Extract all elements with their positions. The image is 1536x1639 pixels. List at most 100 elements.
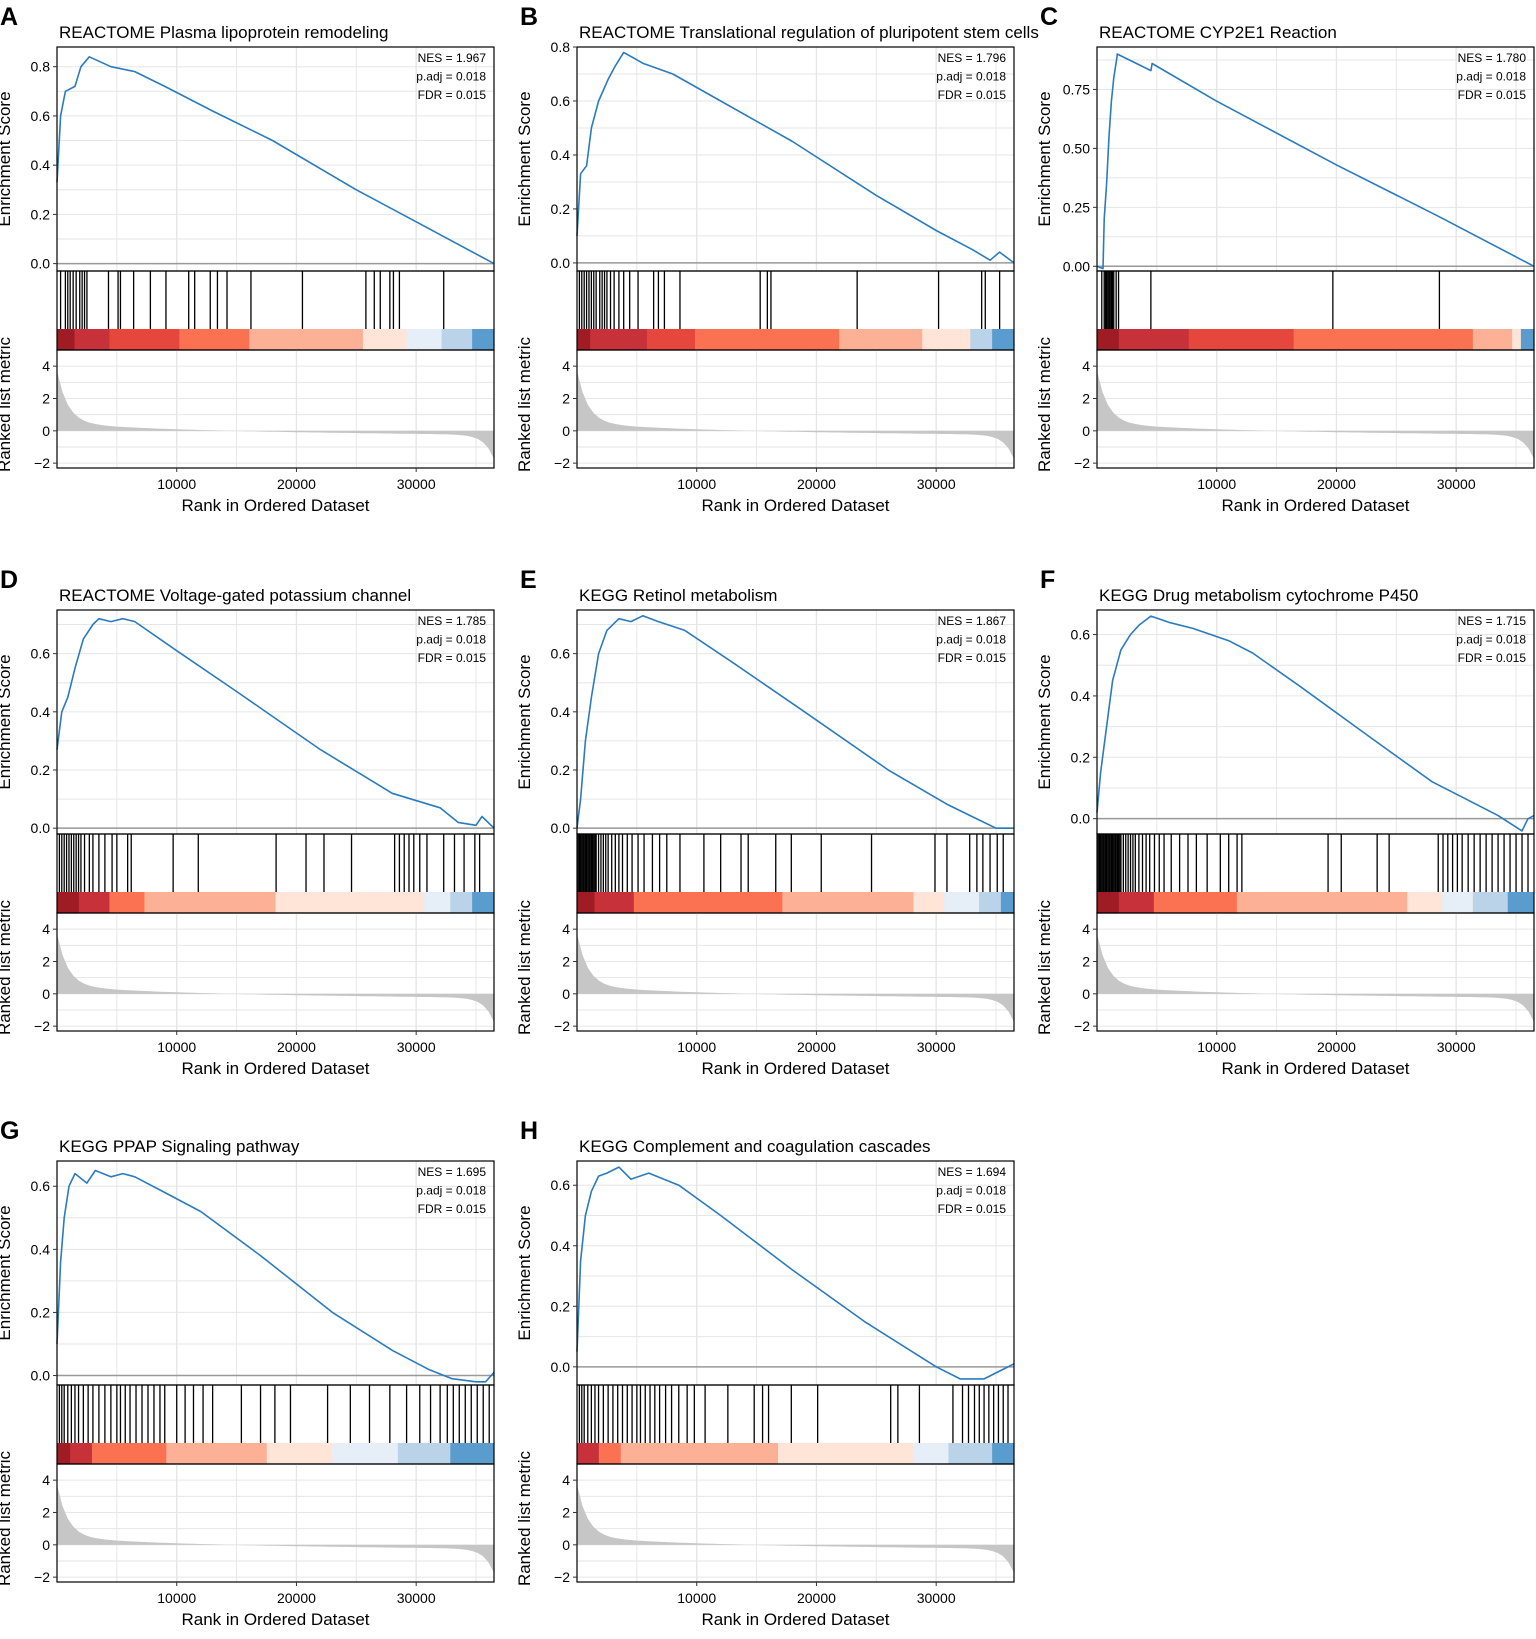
es-ytick-label: 0.6 <box>31 108 51 124</box>
panel-c: C REACTOME CYP2E1 Reaction 0.00 0.25 0.50 0.7… <box>1035 3 1535 515</box>
metric-grid <box>57 1464 494 1582</box>
es-ytick-label: 0.6 <box>551 93 571 109</box>
metric-ytick-label: −2 <box>554 1018 570 1034</box>
x-axis-label: Rank in Ordered Dataset <box>181 1610 369 1629</box>
xtick-label: 10000 <box>1197 1039 1236 1055</box>
xtick-label: 10000 <box>157 476 196 492</box>
color-segment <box>1472 329 1513 350</box>
es-ylabel: Enrichment Score <box>0 1205 14 1340</box>
es-ytick-label: 0.6 <box>31 1178 51 1194</box>
hit-bars <box>578 271 1001 329</box>
metric-ytick-label: 0 <box>1082 423 1090 439</box>
stat-line: NES = 1.695 <box>418 1165 487 1179</box>
panel-title: REACTOME CYP2E1 Reaction <box>1099 23 1337 42</box>
color-segment <box>1236 892 1408 913</box>
es-ylabel: Enrichment Score <box>0 91 14 226</box>
metric-ytick-label: 4 <box>562 358 570 374</box>
panel-title: KEGG Drug metabolism cytochrome P450 <box>1099 586 1418 605</box>
color-segment <box>1118 329 1190 350</box>
xtick-label: 20000 <box>277 1039 316 1055</box>
metric-ytick-label: −2 <box>1074 1018 1090 1034</box>
metric-grid <box>57 913 494 1031</box>
color-segment <box>275 892 425 913</box>
color-segment <box>944 892 980 913</box>
metric-ytick-label: 4 <box>1082 921 1090 937</box>
es-grid <box>577 610 1014 834</box>
xtick-label: 10000 <box>677 1590 716 1606</box>
color-segment <box>992 329 1015 350</box>
metric-ytick-label: 0 <box>562 986 570 1002</box>
metric-ytick-label: 2 <box>1082 390 1090 406</box>
color-segment <box>694 329 840 350</box>
xtick-label: 30000 <box>397 1590 436 1606</box>
stat-line: FDR = 0.015 <box>418 1202 487 1216</box>
x-axis-label: Rank in Ordered Dataset <box>701 496 889 515</box>
color-segment <box>166 1443 268 1464</box>
color-segment <box>1407 892 1443 913</box>
enrichment-curve <box>576 614 1014 830</box>
color-segment <box>1442 892 1474 913</box>
stat-line: FDR = 0.015 <box>418 88 487 102</box>
color-segment <box>590 329 648 350</box>
color-segment <box>594 892 635 913</box>
enrichment-curve <box>56 617 495 829</box>
metric-ytick-label: 2 <box>42 1504 50 1520</box>
panel-label: B <box>520 3 538 31</box>
color-segment <box>1153 892 1238 913</box>
color-segment <box>441 329 473 350</box>
xtick-label: 20000 <box>1317 476 1356 492</box>
color-segment <box>70 1443 93 1464</box>
x-axis-label: Rank in Ordered Dataset <box>1221 496 1409 515</box>
metric-ylabel: Ranked list metric <box>515 336 534 472</box>
panel-label: C <box>1040 3 1058 31</box>
stat-line: NES = 1.780 <box>1458 51 1527 65</box>
hit-bars <box>578 1385 1009 1443</box>
color-segment <box>839 329 923 350</box>
metric-grid <box>577 913 1014 1031</box>
color-segment <box>979 892 1002 913</box>
panel-title: REACTOME Voltage-gated potassium channel <box>59 586 411 605</box>
metric-ytick-label: −2 <box>34 1569 50 1585</box>
color-segment <box>633 892 783 913</box>
es-ylabel: Enrichment Score <box>1035 91 1054 226</box>
color-segment <box>57 892 80 913</box>
color-segment <box>782 892 914 913</box>
color-segment <box>362 329 408 350</box>
xtick-label: 10000 <box>157 1039 196 1055</box>
panel-title: REACTOME Plasma lipoprotein remodeling <box>59 23 388 42</box>
metric-frame <box>56 912 495 1032</box>
hit-bars <box>58 834 481 892</box>
xtick-label: 20000 <box>1317 1039 1356 1055</box>
color-segment <box>577 329 591 350</box>
metric-ytick-label: 2 <box>562 390 570 406</box>
metric-ytick-label: 2 <box>42 390 50 406</box>
metric-frame <box>56 349 495 469</box>
panel-title: KEGG Complement and coagulation cascades <box>579 1137 931 1156</box>
metric-grid <box>1097 350 1534 468</box>
enrichment-curve <box>1096 615 1535 832</box>
stat-line: NES = 1.715 <box>1458 614 1527 628</box>
color-segment <box>74 329 110 350</box>
hit-bars <box>1097 834 1529 892</box>
color-segment <box>922 329 971 350</box>
color-segment <box>249 329 364 350</box>
stat-line: NES = 1.694 <box>938 1165 1007 1179</box>
stat-line: NES = 1.796 <box>938 51 1007 65</box>
panel-g: G KEGG PPAP Signaling pathway 0.0 0.2 0.4 0.6… <box>0 1117 495 1629</box>
es-ytick-label: 0.8 <box>31 59 51 75</box>
xtick-label: 10000 <box>1197 476 1236 492</box>
metric-ytick-label: −2 <box>34 455 50 471</box>
es-ylabel: Enrichment Score <box>0 654 14 789</box>
metric-grid <box>1097 913 1534 1031</box>
metric-grid <box>57 350 494 468</box>
metric-ytick-label: 0 <box>1082 986 1090 1002</box>
enrichment-curve <box>1096 53 1535 270</box>
es-ylabel: Enrichment Score <box>515 654 534 789</box>
es-ytick-label: 0.0 <box>551 255 571 271</box>
xtick-label: 30000 <box>397 1039 436 1055</box>
panel-label: E <box>520 566 537 594</box>
metric-ytick-label: −2 <box>554 1569 570 1585</box>
metric-ytick-label: −2 <box>554 455 570 471</box>
x-axis-label: Rank in Ordered Dataset <box>181 496 369 515</box>
es-grid <box>57 610 494 834</box>
